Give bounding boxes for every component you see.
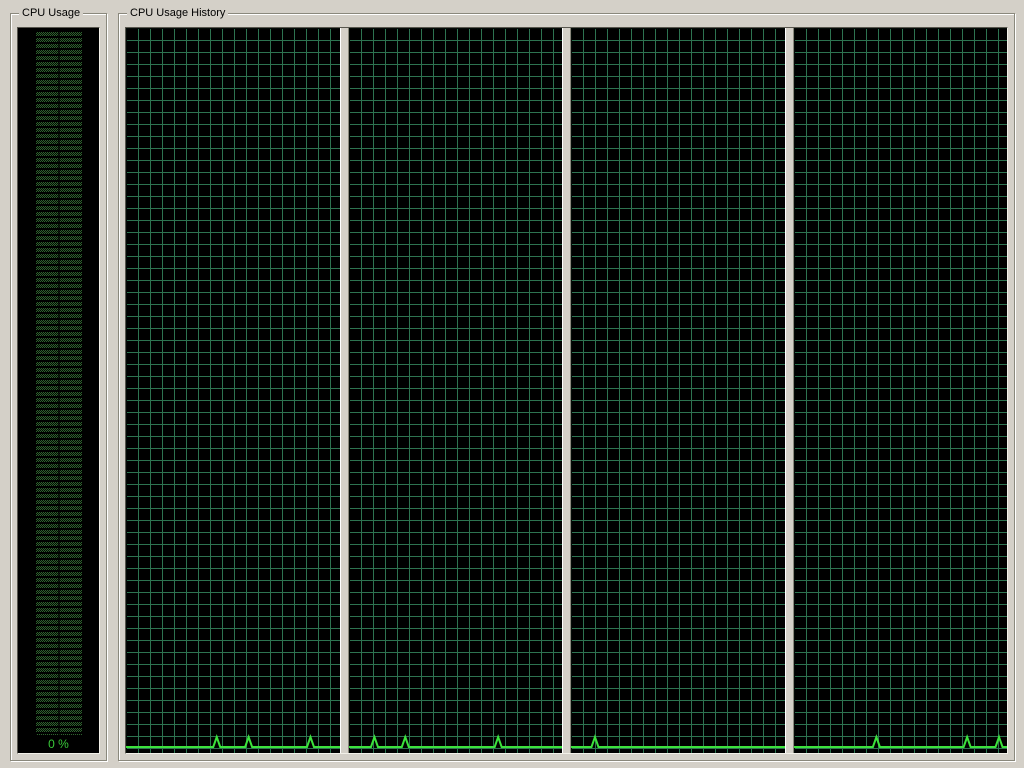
cpu-history-plot [348,733,562,748]
cpu-usage-gauge: 0 % [17,27,100,754]
cpu-history-plot [126,733,340,748]
cpu-usage-value: 0 % [48,737,69,751]
panel-separator [339,28,349,753]
panel-separator [784,28,794,753]
cpu-history-plot [793,733,1007,748]
panel-separator [562,28,571,753]
history-panel [348,28,562,753]
history-panel [126,28,340,753]
cpu-usage-led-column [35,32,82,735]
cpu-usage-group-label: CPU Usage [19,6,84,20]
cpu-history-plot [571,733,785,748]
cpu-usage-history-group-label: CPU Usage History [127,6,229,20]
history-panel [793,28,1007,753]
cpu-usage-groupbox: CPU Usage 0 % [10,6,107,761]
cpu-usage-history-groupbox: CPU Usage History [118,6,1015,761]
cpu-history-panels-row [125,27,1008,754]
history-panel [571,28,785,753]
